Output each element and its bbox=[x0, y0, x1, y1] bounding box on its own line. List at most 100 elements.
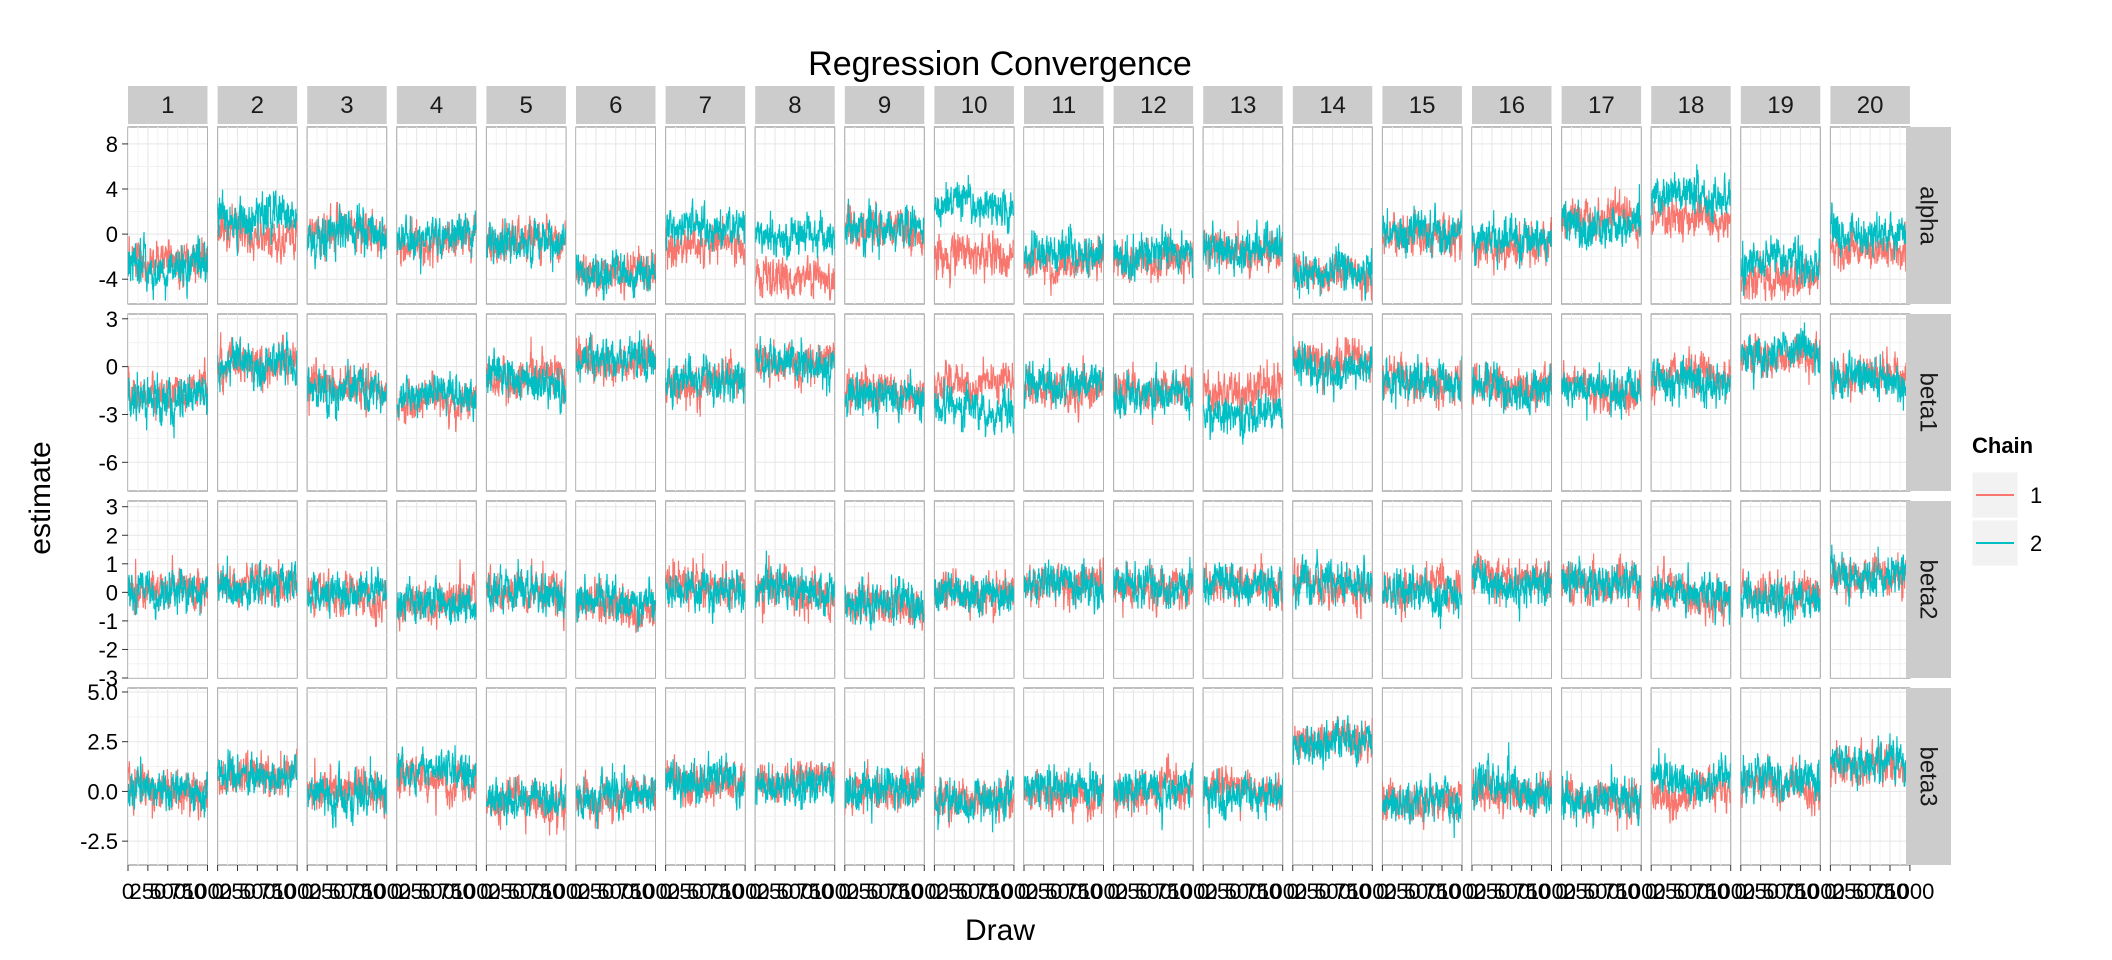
x-tick-label: 1000 bbox=[452, 879, 501, 904]
facet-panel-8-alpha bbox=[754, 126, 836, 305]
facet-strip-label: 18 bbox=[1678, 92, 1705, 119]
chain-2-trace bbox=[1830, 544, 1910, 607]
facet-panel-4-alpha bbox=[396, 126, 477, 305]
facet-panel-9-alpha bbox=[844, 126, 925, 305]
facet-strip-label: 9 bbox=[878, 92, 891, 119]
x-tick-label: 500 bbox=[1314, 879, 1351, 904]
facet-row-strip-label: beta2 bbox=[1915, 559, 1942, 619]
y-axis: -4 0 4 8 -6 -3 0 3 -3 -2 -1 0 1 2 3 -2.5 0.0 2.5 5.0 bbox=[80, 132, 128, 854]
x-tick-label: 250 bbox=[130, 879, 167, 904]
facet-row-strip-beta1 bbox=[1906, 314, 1951, 491]
chain-2-trace bbox=[1740, 322, 1821, 390]
facet-panel-3-alpha bbox=[306, 126, 388, 305]
facet-panel-15-beta1 bbox=[1381, 313, 1463, 492]
chain-2-trace bbox=[1113, 762, 1194, 831]
facet-strip-label: 13 bbox=[1230, 92, 1257, 119]
facet-panel-1-beta2 bbox=[127, 500, 208, 679]
chain-2-trace bbox=[396, 574, 477, 625]
chain-2-trace bbox=[1651, 562, 1731, 626]
chain-2-trace bbox=[844, 198, 925, 261]
x-tick-label: 0 bbox=[1645, 879, 1657, 904]
facet-panel-18-beta2 bbox=[1650, 500, 1732, 679]
x-tick-label: 0 bbox=[1735, 879, 1747, 904]
facet-panel-13-alpha bbox=[1202, 126, 1284, 305]
chain-2-trace bbox=[396, 745, 477, 798]
y-tick-label: 0 bbox=[106, 355, 118, 380]
chain-2-trace bbox=[844, 368, 925, 429]
facet-strip-7 bbox=[665, 86, 746, 124]
x-tick-label: 250 bbox=[1474, 879, 1511, 904]
facet-panel-20-beta2 bbox=[1829, 500, 1911, 679]
x-tick-label: 750 bbox=[707, 879, 744, 904]
x-tick-label: 0 bbox=[928, 879, 940, 904]
x-tick-label: 750 bbox=[886, 879, 923, 904]
chain-2-trace bbox=[1113, 556, 1194, 610]
chain-2-trace bbox=[1561, 764, 1642, 829]
chain-1-trace bbox=[1203, 359, 1283, 423]
chain-2-trace bbox=[1830, 202, 1910, 261]
facet-panel-12-beta1 bbox=[1113, 313, 1194, 492]
chain-1-trace bbox=[1830, 346, 1910, 403]
x-tick-label: 0 bbox=[480, 879, 492, 904]
facet-panel-11-beta3 bbox=[1023, 687, 1104, 866]
chain-2-trace bbox=[665, 750, 746, 811]
x-tick-label: 750 bbox=[1155, 879, 1192, 904]
chain-2-trace bbox=[396, 210, 477, 275]
x-tick-label: 0 bbox=[839, 879, 851, 904]
x-tick-label: 500 bbox=[956, 879, 993, 904]
facet-panel-5-beta3 bbox=[485, 687, 567, 866]
x-tick-label: 250 bbox=[219, 879, 256, 904]
facet-strip-4 bbox=[396, 86, 477, 124]
x-tick-label: 750 bbox=[528, 879, 565, 904]
y-tick-label: 2.5 bbox=[87, 730, 118, 755]
x-tick-label: 250 bbox=[757, 879, 794, 904]
chain-2-trace bbox=[665, 352, 746, 410]
facet-strip-14 bbox=[1292, 86, 1373, 124]
x-tick-label: 0 bbox=[659, 879, 671, 904]
chain-2-trace bbox=[576, 763, 656, 830]
facet-strip-label: 2 bbox=[251, 92, 264, 119]
x-tick-label: 1000 bbox=[810, 879, 859, 904]
facet-panel-11-beta1 bbox=[1023, 313, 1104, 492]
facet-panel-16-beta3 bbox=[1471, 687, 1552, 866]
chain-2-trace bbox=[1203, 389, 1283, 445]
x-tick-label: 0 bbox=[1376, 879, 1388, 904]
chain-2-trace bbox=[1740, 753, 1821, 805]
x-tick-label: 1000 bbox=[1079, 879, 1128, 904]
y-tick-label: -4 bbox=[98, 267, 118, 292]
x-tick-label: 250 bbox=[846, 879, 883, 904]
chain-2-trace bbox=[486, 218, 566, 273]
chain-2-trace bbox=[486, 347, 566, 415]
facet-panel-19-beta2 bbox=[1740, 500, 1821, 679]
x-tick-label: 1000 bbox=[1617, 879, 1666, 904]
x-tick-label: 250 bbox=[1563, 879, 1600, 904]
facet-panel-19-beta3 bbox=[1740, 687, 1821, 866]
facet-panel-2-beta2 bbox=[217, 500, 298, 679]
facet-panel-10-alpha bbox=[933, 126, 1015, 305]
facet-strip-18 bbox=[1651, 86, 1731, 124]
facet-strip-label: 6 bbox=[609, 92, 622, 119]
chain-2-trace bbox=[755, 757, 835, 811]
legend-label: 1 bbox=[2030, 483, 2042, 508]
y-tick-label: 0 bbox=[106, 580, 118, 605]
chain-2-trace bbox=[1382, 772, 1462, 839]
facet-panel-10-beta3 bbox=[933, 687, 1015, 866]
x-tick-label: 250 bbox=[1653, 879, 1690, 904]
facet-panel-10-beta2 bbox=[933, 500, 1015, 679]
facet-panel-5-beta1 bbox=[485, 313, 567, 492]
x-tick-label: 0 bbox=[1824, 879, 1836, 904]
facet-strip-17 bbox=[1561, 86, 1642, 124]
x-tick-label: 250 bbox=[398, 879, 435, 904]
facet-panel-16-beta1 bbox=[1471, 313, 1552, 492]
x-tick-label: 250 bbox=[936, 879, 973, 904]
facet-panel-14-beta3 bbox=[1292, 687, 1373, 866]
chain-2-trace bbox=[934, 769, 1014, 833]
x-tick-label: 500 bbox=[508, 879, 545, 904]
facet-panel-1-alpha bbox=[127, 126, 208, 305]
chain-2-trace bbox=[1024, 223, 1104, 279]
y-tick-label: -6 bbox=[98, 450, 118, 475]
chain-2-trace bbox=[1740, 570, 1821, 627]
y-tick-label: -3 bbox=[98, 402, 118, 427]
x-tick-label: 750 bbox=[1782, 879, 1819, 904]
chain-1-trace bbox=[576, 333, 656, 387]
